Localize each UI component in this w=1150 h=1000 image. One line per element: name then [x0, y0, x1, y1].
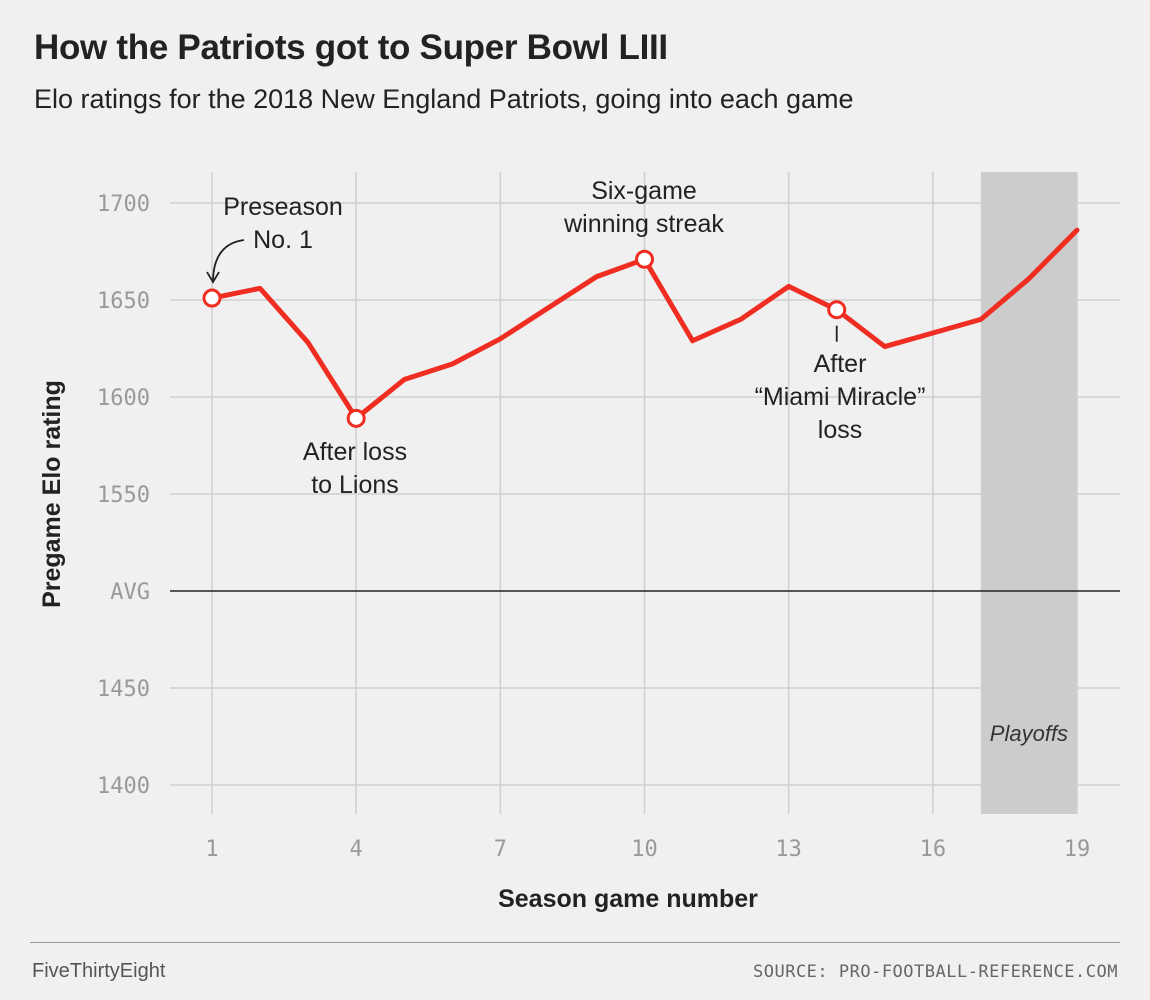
y-tick-label: 1400 — [97, 774, 150, 799]
x-tick-label: 19 — [1064, 837, 1091, 862]
annotation-text: “Miami Miracle” — [755, 383, 926, 411]
annotation-text: After loss — [303, 438, 407, 466]
annotation-text: Preseason — [223, 193, 343, 221]
annotation-arrow — [212, 239, 245, 281]
annotation-arrowhead — [206, 271, 220, 284]
annotation-text: loss — [818, 416, 862, 444]
y-tick-label: AVG — [110, 580, 150, 605]
footer-brand: FiveThirtyEight — [32, 960, 166, 982]
line-chart: Playoffs 1700 1650 1600 1550 AVG 1450 1400 1 4 7… — [38, 172, 1120, 913]
annotation-text: No. 1 — [253, 226, 313, 254]
playoffs-shade — [980, 172, 1077, 814]
x-tick-label: 16 — [920, 837, 947, 862]
chart-title: How the Patriots got to Super Bowl LIII — [34, 28, 668, 67]
annotation-text: Six-game — [591, 177, 697, 205]
y-tick-label: 1550 — [97, 483, 150, 508]
highlight-marker — [202, 288, 222, 308]
y-tick-label: 1650 — [97, 289, 150, 314]
footer-source: SOURCE: PRO-FOOTBALL-REFERENCE.COM — [753, 962, 1118, 982]
x-tick-label: 7 — [494, 837, 507, 862]
annotation-text: winning streak — [563, 210, 724, 238]
chart-subtitle: Elo ratings for the 2018 New England Pat… — [34, 84, 854, 114]
annotation-text: to Lions — [311, 471, 399, 499]
footer-divider — [30, 942, 1120, 943]
highlight-marker — [635, 249, 654, 269]
x-tick-label: 4 — [350, 837, 363, 862]
y-tick-label: 1700 — [97, 192, 150, 217]
y-tick-label: 1450 — [97, 677, 150, 702]
x-tick-label: 13 — [775, 837, 802, 862]
x-tick-label: 10 — [631, 837, 658, 862]
x-axis-title: Season game number — [498, 885, 758, 913]
y-tick-label: 1600 — [97, 386, 150, 411]
annotation-text: After — [814, 350, 867, 378]
y-axis-title: Pregame Elo rating — [38, 380, 66, 608]
highlight-marker — [827, 300, 847, 320]
x-tick-label: 1 — [205, 837, 218, 862]
playoffs-label: Playoffs — [990, 721, 1068, 746]
highlight-marker — [346, 408, 366, 428]
